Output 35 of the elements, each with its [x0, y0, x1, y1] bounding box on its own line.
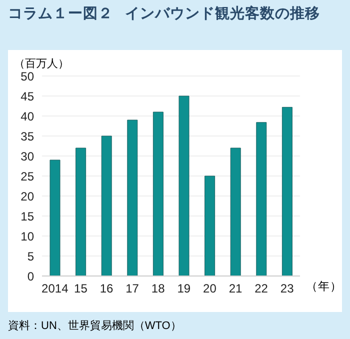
y-tick-label: 45: [20, 89, 34, 104]
y-tick-label: 35: [20, 129, 34, 144]
bar: [256, 122, 267, 276]
y-tick-label: 10: [20, 229, 34, 244]
bar: [127, 120, 138, 276]
text: 資料：UN、世界貿易機関（WTO）: [8, 320, 182, 332]
x-tick-label: 19: [177, 282, 191, 296]
bar: [152, 112, 164, 276]
chart-title: コラム１ー図２ インバウンド観光客数の推移: [8, 4, 321, 24]
y-tick-label: 50: [20, 69, 34, 84]
x-tick-label: 21: [228, 282, 242, 296]
bar: [282, 106, 292, 276]
y-tick-label: 30: [20, 149, 34, 164]
y-tick-label: 20: [20, 189, 34, 204]
bar: [50, 160, 60, 276]
x-tick-label: 17: [126, 282, 140, 296]
bar: [76, 148, 86, 276]
y-axis-title: （百万人）: [14, 57, 69, 71]
bar: [204, 176, 216, 276]
x-tick-label: 16: [100, 282, 114, 296]
x-tick-label: 22: [254, 282, 268, 296]
y-tick-label: 15: [20, 209, 34, 224]
bar: [178, 96, 190, 276]
x-tick-label: 18: [151, 282, 166, 296]
x-tick-label: 15: [74, 282, 88, 296]
x-axis-title: （年）: [306, 280, 342, 294]
bar: [101, 136, 112, 276]
x-tick-label: 20: [203, 282, 217, 296]
x-tick-label: 2014: [42, 282, 69, 296]
x-tick-label: 23: [280, 282, 294, 296]
bar: [230, 148, 241, 276]
y-tick-label: 40: [20, 109, 34, 124]
y-tick-label: 5: [27, 249, 34, 264]
y-tick-label: 25: [20, 169, 34, 184]
y-tick-label: 0: [27, 269, 34, 284]
